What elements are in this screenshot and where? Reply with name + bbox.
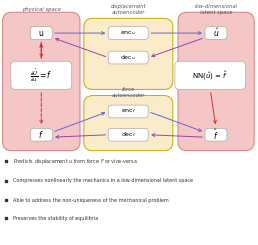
Text: NN($\hat{u}$) = $\hat{f}$: NN($\hat{u}$) = $\hat{f}$ (192, 69, 228, 82)
FancyBboxPatch shape (11, 61, 72, 89)
Text: displacement
autoencoder: displacement autoencoder (110, 4, 146, 15)
Text: u: u (39, 29, 44, 37)
Text: enc$_u$: enc$_u$ (120, 29, 136, 37)
Text: $\hat{f}$: $\hat{f}$ (213, 128, 219, 142)
FancyBboxPatch shape (84, 18, 173, 89)
FancyBboxPatch shape (205, 128, 227, 141)
Text: Compresses nonlinearly the mechanics in a low-dimensional latent space: Compresses nonlinearly the mechanics in … (13, 178, 193, 183)
FancyBboxPatch shape (108, 105, 148, 118)
Text: Preserves the stability of equilibria: Preserves the stability of equilibria (13, 216, 98, 220)
Text: force
autoencoder: force autoencoder (111, 87, 145, 98)
Text: $\frac{\partial\hat{U}}{\partial u} = f$: $\frac{\partial\hat{U}}{\partial u} = f$ (30, 67, 53, 84)
Text: $f$: $f$ (38, 129, 44, 140)
Text: low-dimensional
latent space: low-dimensional latent space (194, 4, 238, 15)
FancyBboxPatch shape (3, 12, 80, 151)
FancyBboxPatch shape (108, 128, 148, 141)
Text: dec$_f$: dec$_f$ (120, 130, 136, 139)
Text: $\hat{u}$: $\hat{u}$ (213, 27, 219, 39)
Text: dec$_u$: dec$_u$ (120, 53, 136, 62)
FancyBboxPatch shape (178, 12, 254, 151)
FancyBboxPatch shape (108, 51, 148, 64)
FancyBboxPatch shape (205, 27, 227, 39)
FancyBboxPatch shape (108, 27, 148, 39)
FancyBboxPatch shape (175, 61, 246, 89)
FancyBboxPatch shape (30, 128, 52, 141)
FancyBboxPatch shape (30, 27, 52, 39)
FancyBboxPatch shape (84, 96, 173, 151)
Text: physical space: physical space (22, 7, 61, 12)
Text: Able to address the non-uniqueness of the mechanical problem: Able to address the non-uniqueness of th… (13, 198, 169, 203)
Text: enc$_f$: enc$_f$ (120, 108, 136, 115)
Text: Predicts displacement $u$ from force $F$ or vice-versa: Predicts displacement $u$ from force $F$… (13, 157, 138, 166)
